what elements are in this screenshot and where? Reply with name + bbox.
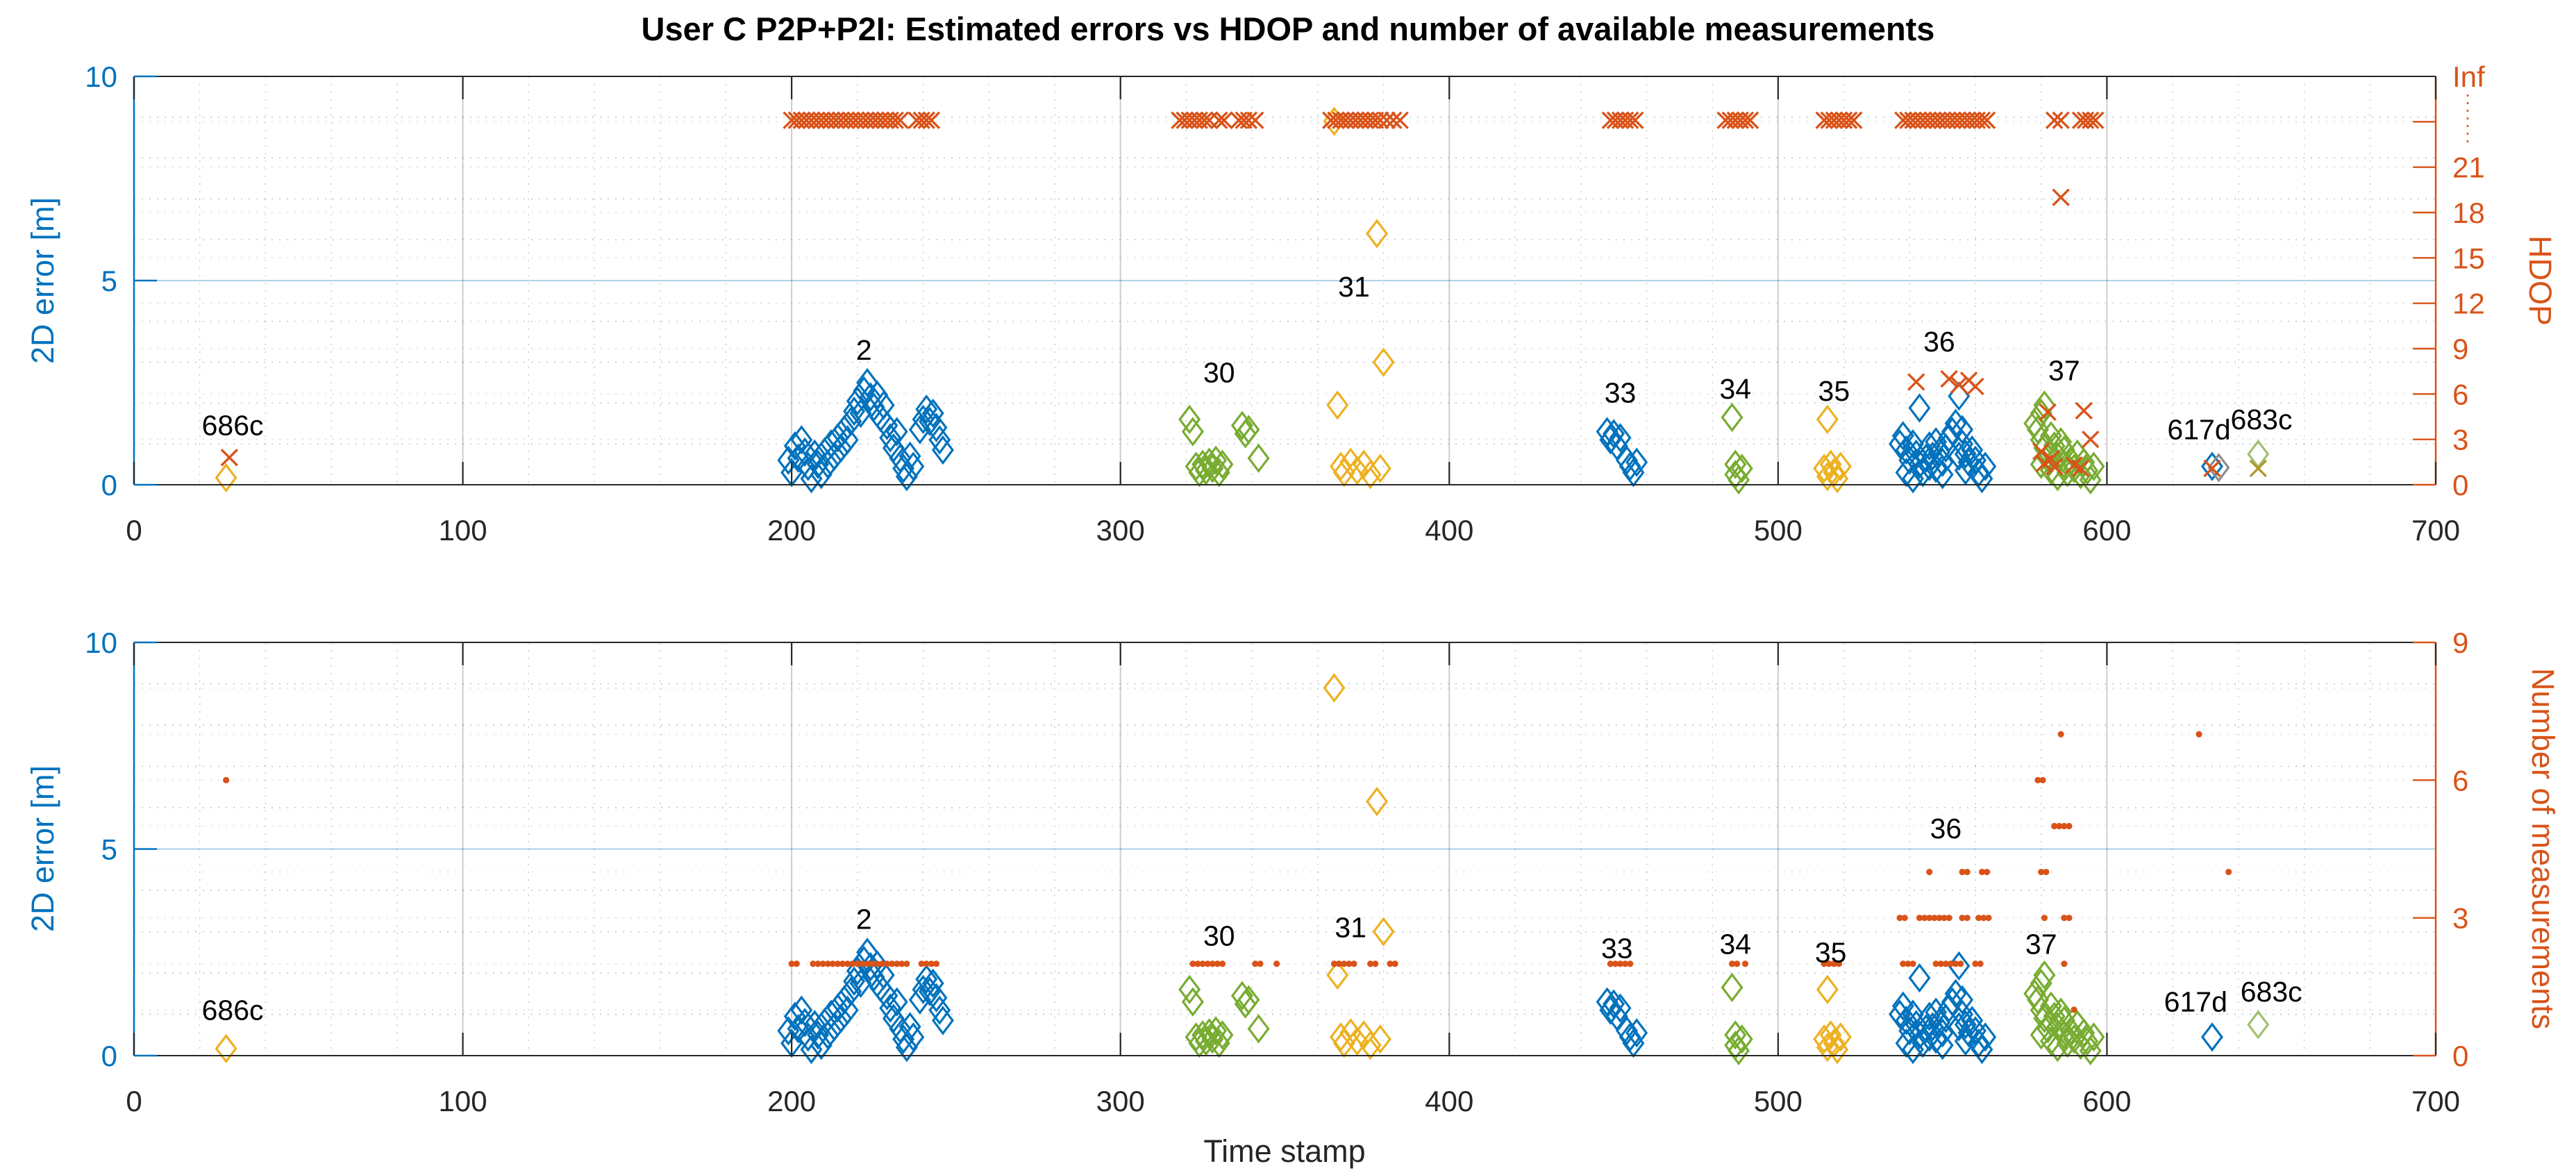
top-series-hdop-x — [220, 111, 2105, 477]
bottom-series-measurement-dots — [223, 731, 2232, 1013]
x-tick-label: 700 — [2411, 514, 2460, 547]
x-axis-label: Time stamp — [1203, 1133, 1366, 1169]
cluster-label-30: 30 — [1203, 356, 1235, 388]
left-y-tick-label: 5 — [101, 265, 117, 297]
cluster-label-36: 36 — [1923, 326, 1955, 358]
right-y-tick-label: 6 — [2452, 378, 2468, 410]
left-y-tick-label: 0 — [101, 469, 117, 501]
cluster-label-35: 35 — [1818, 375, 1850, 407]
right-y-tick-label: 15 — [2452, 242, 2485, 274]
top-plot-axes — [133, 75, 2437, 486]
cluster-label-34: 34 — [1719, 928, 1751, 960]
x-tick-label: 300 — [1096, 1085, 1145, 1117]
top-tick-labels: 0 100 200 300 400 500 600 7000510036912151821In… — [85, 60, 2485, 547]
top-series-green-diamonds — [1178, 390, 2105, 495]
cluster-label-33: 33 — [1601, 932, 1633, 964]
bottom-series-green-diamonds — [1178, 960, 2105, 1066]
left-y-tick-label: 0 — [101, 1040, 117, 1072]
top-series-gray-diamond-617d — [2207, 453, 2230, 483]
bottom-plot-grid — [134, 642, 2436, 1056]
cluster-label-617d: 617d — [2164, 986, 2227, 1018]
figure-title: User C P2P+P2I: Estimated errors vs HDOP… — [641, 10, 1935, 47]
cluster-label-33: 33 — [1605, 377, 1637, 409]
cluster-label-31: 31 — [1335, 912, 1366, 944]
right-y-tick-label: 18 — [2452, 197, 2485, 229]
x-tick-label: 700 — [2411, 1085, 2460, 1117]
right-y-tick-label: 12 — [2452, 288, 2485, 320]
x-tick-label: 500 — [1754, 514, 1803, 547]
x-tick-label: 300 — [1096, 514, 1145, 547]
right-y-tick-label: 0 — [2452, 1040, 2468, 1072]
x-tick-label: 0 — [126, 514, 142, 547]
x-tick-label: 100 — [439, 1085, 487, 1117]
cluster-label-35: 35 — [1815, 936, 1847, 968]
cluster-label-34: 34 — [1719, 373, 1751, 405]
top-series-olive-x-683c — [2249, 459, 2267, 478]
bottom-series-pale-green-diamond-683c — [2247, 1010, 2270, 1040]
top-plot-grid — [134, 76, 2436, 485]
cluster-label-2: 2 — [856, 334, 872, 366]
x-tick-label: 200 — [767, 514, 816, 547]
right-y-tick-label: 21 — [2452, 151, 2485, 184]
x-tick-label: 0 — [126, 1085, 142, 1117]
right-y-tick-label: 9 — [2452, 626, 2468, 659]
left-y-tick-label: 10 — [85, 626, 117, 659]
right-y-tick-label: 0 — [2452, 469, 2468, 501]
cluster-label-37: 37 — [2025, 928, 2057, 960]
x-tick-label: 500 — [1754, 1085, 1803, 1117]
cluster-label-686c: 686c — [202, 995, 264, 1026]
bottom-series-yellow-diamonds — [215, 673, 1852, 1065]
left-y-tick-label: 5 — [101, 833, 117, 866]
right-y-tick-label: 3 — [2452, 424, 2468, 456]
cluster-label-36: 36 — [1930, 813, 1962, 845]
top-series-user-c-blue-diamonds — [777, 367, 2223, 494]
x-tick-label: 600 — [2082, 514, 2131, 547]
right-y-tick-label: 3 — [2452, 902, 2468, 935]
right-y-inf-label: Inf — [2452, 60, 2485, 93]
bottom-series-user-c-blue-diamonds — [777, 938, 2223, 1065]
top-annotations: 686c 2 30 31 33 34 35 36 37 617d 683c — [202, 271, 2293, 446]
x-tick-label: 400 — [1425, 514, 1473, 547]
x-tick-label: 100 — [439, 514, 487, 547]
cluster-label-30: 30 — [1203, 920, 1235, 951]
x-tick-label: 600 — [2082, 1085, 2131, 1117]
x-tick-label: 200 — [767, 1085, 816, 1117]
cluster-label-617d: 617d — [2167, 414, 2230, 446]
bottom-plot-axes — [133, 641, 2437, 1057]
bottom-annotations: 686c 2 30 31 33 34 35 36 37 617d 683c — [202, 813, 2302, 1026]
right-y-tick-label: 6 — [2452, 764, 2468, 797]
cluster-label-683c: 683c — [2241, 976, 2302, 1008]
cluster-label-683c: 683c — [2231, 404, 2293, 435]
top-series-orange-x-617d — [2203, 459, 2221, 478]
cluster-label-37: 37 — [2048, 354, 2080, 386]
cluster-label-686c: 686c — [202, 410, 264, 442]
right-y-tick-label: 9 — [2452, 333, 2468, 365]
cluster-label-2: 2 — [856, 904, 872, 935]
x-tick-label: 400 — [1425, 1085, 1473, 1117]
top-series-yellow-diamonds — [215, 106, 1852, 494]
left-y-tick-label: 10 — [85, 60, 117, 93]
cluster-label-31: 31 — [1338, 271, 1370, 303]
